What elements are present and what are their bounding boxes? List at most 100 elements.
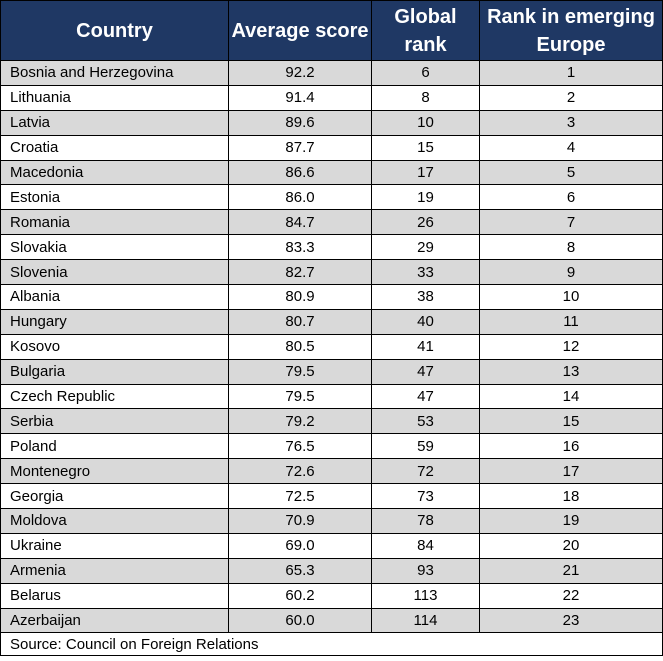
table-row: Bulgaria 79.5 47 13 [0, 358, 663, 385]
cell-country: Croatia [0, 134, 229, 161]
cell-global-rank: 6 [371, 60, 480, 86]
cell-average-score: 80.5 [228, 333, 372, 360]
cell-rank-emerging-europe: 4 [479, 134, 663, 161]
cell-average-score: 76.5 [228, 433, 372, 460]
cell-global-rank: 19 [371, 184, 480, 211]
cell-country: Bosnia and Herzegovina [0, 60, 229, 86]
cell-country: Macedonia [0, 159, 229, 186]
cell-global-rank: 113 [371, 582, 480, 609]
cell-country: Armenia [0, 557, 229, 584]
source-note: Source: Council on Foreign Relations [0, 632, 663, 657]
cell-average-score: 86.0 [228, 184, 372, 211]
cell-rank-emerging-europe: 1 [479, 60, 663, 86]
cell-global-rank: 26 [371, 209, 480, 236]
table-row: Moldova 70.9 78 19 [0, 508, 663, 534]
cell-rank-emerging-europe: 13 [479, 358, 663, 385]
cell-global-rank: 17 [371, 159, 480, 186]
cell-rank-emerging-europe: 17 [479, 458, 663, 485]
table-footer: Source: Council on Foreign Relations [0, 632, 663, 657]
table-row: Georgia 72.5 73 18 [0, 483, 663, 510]
table-row: Czech Republic 79.5 47 14 [0, 383, 663, 410]
cell-average-score: 79.5 [228, 383, 372, 410]
cell-country: Estonia [0, 184, 229, 211]
cell-rank-emerging-europe: 12 [479, 333, 663, 360]
cell-average-score: 86.6 [228, 159, 372, 186]
table-row: Poland 76.5 59 16 [0, 433, 663, 460]
cell-average-score: 72.5 [228, 483, 372, 510]
cell-global-rank: 84 [371, 532, 480, 559]
cell-rank-emerging-europe: 11 [479, 308, 663, 335]
cell-rank-emerging-europe: 2 [479, 84, 663, 111]
table-row: Croatia 87.7 15 4 [0, 134, 663, 161]
cell-average-score: 70.9 [228, 508, 372, 534]
cell-average-score: 84.7 [228, 209, 372, 236]
header-country: Country [0, 0, 229, 61]
cell-global-rank: 93 [371, 557, 480, 584]
cell-rank-emerging-europe: 21 [479, 557, 663, 584]
cell-rank-emerging-europe: 22 [479, 582, 663, 609]
cell-global-rank: 73 [371, 483, 480, 510]
cell-country: Latvia [0, 109, 229, 136]
cell-rank-emerging-europe: 3 [479, 109, 663, 136]
cell-country: Albania [0, 284, 229, 310]
cell-global-rank: 72 [371, 458, 480, 485]
table-row: Belarus 60.2 113 22 [0, 582, 663, 609]
cell-country: Slovakia [0, 234, 229, 261]
cell-country: Slovenia [0, 259, 229, 286]
cell-global-rank: 53 [371, 408, 480, 435]
table-row: Macedonia 86.6 17 5 [0, 159, 663, 186]
cell-rank-emerging-europe: 15 [479, 408, 663, 435]
cell-country: Lithuania [0, 84, 229, 111]
table-row: Ukraine 69.0 84 20 [0, 532, 663, 559]
cell-country: Czech Republic [0, 383, 229, 410]
cell-average-score: 60.2 [228, 582, 372, 609]
cell-average-score: 83.3 [228, 234, 372, 261]
table-row: Armenia 65.3 93 21 [0, 557, 663, 584]
cell-global-rank: 29 [371, 234, 480, 261]
cell-average-score: 89.6 [228, 109, 372, 136]
table-row: Lithuania 91.4 8 2 [0, 84, 663, 111]
cell-rank-emerging-europe: 14 [479, 383, 663, 410]
table-row: Slovenia 82.7 33 9 [0, 259, 663, 286]
header-average-score: Average score [228, 0, 372, 61]
cell-country: Romania [0, 209, 229, 236]
table-header: Country Average score Global rank Rank i… [0, 0, 663, 61]
table-row: Estonia 86.0 19 6 [0, 184, 663, 211]
cell-global-rank: 114 [371, 607, 480, 634]
table-row: Albania 80.9 38 10 [0, 284, 663, 310]
cell-rank-emerging-europe: 7 [479, 209, 663, 236]
cell-country: Poland [0, 433, 229, 460]
table-row: Montenegro 72.6 72 17 [0, 458, 663, 485]
cell-average-score: 87.7 [228, 134, 372, 161]
cell-average-score: 92.2 [228, 60, 372, 86]
cell-country: Georgia [0, 483, 229, 510]
cell-average-score: 69.0 [228, 532, 372, 559]
table-row: Slovakia 83.3 29 8 [0, 234, 663, 261]
cell-country: Azerbaijan [0, 607, 229, 634]
cell-rank-emerging-europe: 18 [479, 483, 663, 510]
cell-average-score: 80.9 [228, 284, 372, 310]
cell-country: Bulgaria [0, 358, 229, 385]
cell-rank-emerging-europe: 19 [479, 508, 663, 534]
cell-average-score: 72.6 [228, 458, 372, 485]
table-body: Bosnia and Herzegovina 92.2 6 1 Lithuania 91.… [0, 60, 663, 634]
table-row: Azerbaijan 60.0 114 23 [0, 607, 663, 634]
cell-global-rank: 40 [371, 308, 480, 335]
cell-global-rank: 10 [371, 109, 480, 136]
cell-rank-emerging-europe: 16 [479, 433, 663, 460]
cell-rank-emerging-europe: 9 [479, 259, 663, 286]
cell-global-rank: 8 [371, 84, 480, 111]
cell-average-score: 79.5 [228, 358, 372, 385]
cell-average-score: 65.3 [228, 557, 372, 584]
cell-global-rank: 47 [371, 383, 480, 410]
cell-global-rank: 78 [371, 508, 480, 534]
cell-global-rank: 41 [371, 333, 480, 360]
cell-average-score: 60.0 [228, 607, 372, 634]
cell-country: Belarus [0, 582, 229, 609]
table-row: Romania 84.7 26 7 [0, 209, 663, 236]
cell-country: Ukraine [0, 532, 229, 559]
cell-average-score: 91.4 [228, 84, 372, 111]
cell-average-score: 80.7 [228, 308, 372, 335]
cell-average-score: 82.7 [228, 259, 372, 286]
